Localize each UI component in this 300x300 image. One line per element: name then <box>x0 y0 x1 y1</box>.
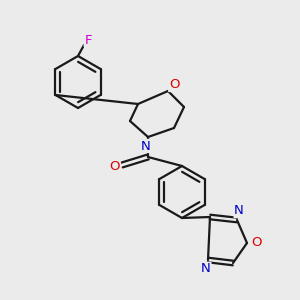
Text: O: O <box>251 236 261 250</box>
Text: O: O <box>110 160 120 172</box>
Text: F: F <box>84 34 92 46</box>
Text: N: N <box>234 205 244 218</box>
Text: N: N <box>141 140 151 152</box>
Text: O: O <box>169 79 179 92</box>
Text: N: N <box>201 262 211 275</box>
